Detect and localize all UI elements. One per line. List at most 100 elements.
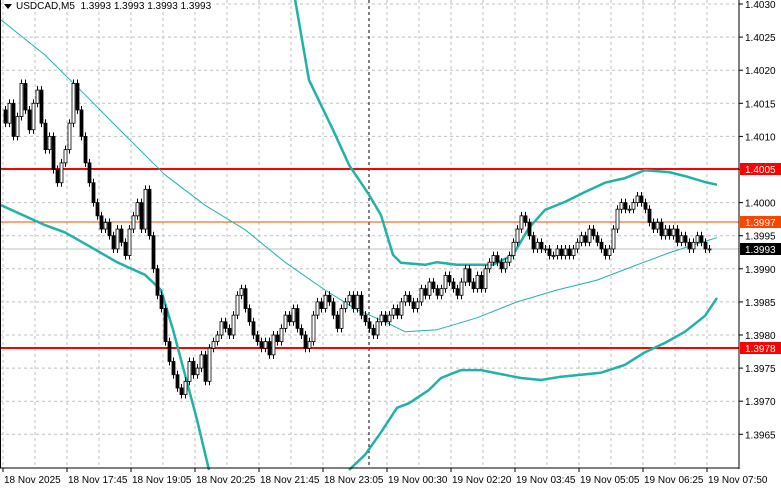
- candle: [511, 238, 516, 260]
- bull-candle-body: [555, 248, 560, 256]
- candle: [527, 218, 532, 240]
- bull-candle-body: [463, 268, 468, 283]
- bear-candle-body: [43, 122, 48, 151]
- candle: [271, 331, 276, 359]
- candle: [43, 119, 48, 154]
- bull-candle-body: [575, 241, 580, 250]
- x-tick-label: 19 Nov 05:05: [580, 475, 640, 486]
- bull-candle-body: [563, 248, 568, 256]
- candle: [667, 225, 672, 240]
- bull-candle-body: [127, 228, 132, 256]
- bull-candle-body: [611, 228, 616, 250]
- bear-candle-body: [327, 294, 332, 303]
- bull-candle-body: [375, 321, 380, 336]
- candle: [19, 79, 24, 121]
- bull-candle-body: [343, 301, 348, 309]
- bear-candle-body: [79, 109, 84, 137]
- candle: [707, 244, 712, 253]
- bull-candle-body: [239, 288, 244, 296]
- candle: [227, 324, 232, 339]
- level-price-tag: [740, 216, 781, 228]
- candle: [599, 238, 604, 253]
- y-tick-label: 1.3965: [745, 430, 776, 441]
- candle: [343, 297, 348, 313]
- bear-candle-body: [55, 169, 60, 184]
- candle: [279, 324, 284, 346]
- x-tick-label: 18 Nov 19:05: [132, 475, 192, 486]
- candle: [499, 258, 504, 273]
- candle: [211, 337, 216, 353]
- ohlc-readout: 1.3993 1.3993 1.3993 1.3993: [80, 1, 212, 12]
- bull-candle-body: [379, 314, 384, 323]
- bear-candle-body: [159, 294, 164, 309]
- bear-candle-body: [175, 374, 180, 389]
- y-tick-label: 1.3975: [745, 364, 776, 375]
- dropdown-triangle-icon[interactable]: [4, 3, 12, 9]
- bear-candle-body: [367, 321, 372, 329]
- bull-candle-body: [187, 361, 192, 382]
- candle: [487, 258, 492, 273]
- x-tick-label: 19 Nov 06:25: [644, 475, 704, 486]
- candle: [187, 357, 192, 386]
- bear-candle-body: [623, 202, 628, 210]
- candle: [151, 231, 156, 273]
- candle: [143, 185, 148, 234]
- candle: [147, 185, 152, 240]
- bear-candle-body: [11, 102, 16, 137]
- bull-candle-body: [507, 255, 512, 263]
- bull-candle-body: [627, 208, 632, 211]
- candle: [307, 337, 312, 353]
- candle: [167, 337, 172, 366]
- bull-candle-body: [635, 195, 640, 203]
- bull-candle-body: [235, 294, 240, 316]
- candle: [591, 225, 596, 240]
- candle: [463, 264, 468, 287]
- candle: [99, 211, 104, 234]
- y-tick-label: 1.4020: [745, 66, 776, 77]
- bear-candle-body: [455, 288, 460, 296]
- bear-candle-body: [99, 215, 104, 230]
- bear-candle-body: [151, 235, 156, 270]
- candle: [163, 304, 168, 346]
- bull-candle-body: [439, 288, 444, 296]
- candle: [431, 278, 436, 293]
- bull-candle-body: [347, 294, 352, 303]
- candle: [507, 251, 512, 267]
- bear-candle-body: [299, 327, 304, 336]
- candle: [547, 244, 552, 260]
- bear-candle-body: [603, 248, 608, 256]
- bear-candle-body: [119, 228, 124, 243]
- candles: [3, 79, 712, 399]
- candle: [627, 205, 632, 214]
- candle: [23, 79, 28, 114]
- horizontal-levels: [0, 0, 739, 468]
- bull-candle-body: [543, 248, 548, 251]
- bear-candle-body: [251, 321, 256, 336]
- candle: [219, 317, 224, 339]
- bear-candle-body: [3, 109, 8, 124]
- candle: [119, 225, 124, 247]
- bear-candle-body: [287, 314, 292, 323]
- bear-candle-body: [595, 235, 600, 243]
- candle: [631, 198, 636, 214]
- candle: [55, 165, 60, 187]
- bull-candle-body: [691, 241, 696, 250]
- bull-candle-body: [219, 321, 224, 336]
- bear-candle-body: [431, 281, 436, 290]
- bear-candle-body: [675, 228, 680, 243]
- candle: [179, 383, 184, 399]
- candle: [7, 99, 12, 128]
- bull-candle-body: [35, 89, 40, 104]
- candle: [127, 225, 132, 260]
- bull-candle-body: [263, 341, 268, 349]
- candle: [447, 271, 452, 287]
- bear-candle-body: [471, 281, 476, 290]
- bull-candle-body: [271, 334, 276, 356]
- candle: [191, 357, 196, 379]
- candle: [419, 284, 424, 306]
- candle: [663, 225, 668, 240]
- candle: [571, 244, 576, 260]
- candle: [411, 297, 416, 313]
